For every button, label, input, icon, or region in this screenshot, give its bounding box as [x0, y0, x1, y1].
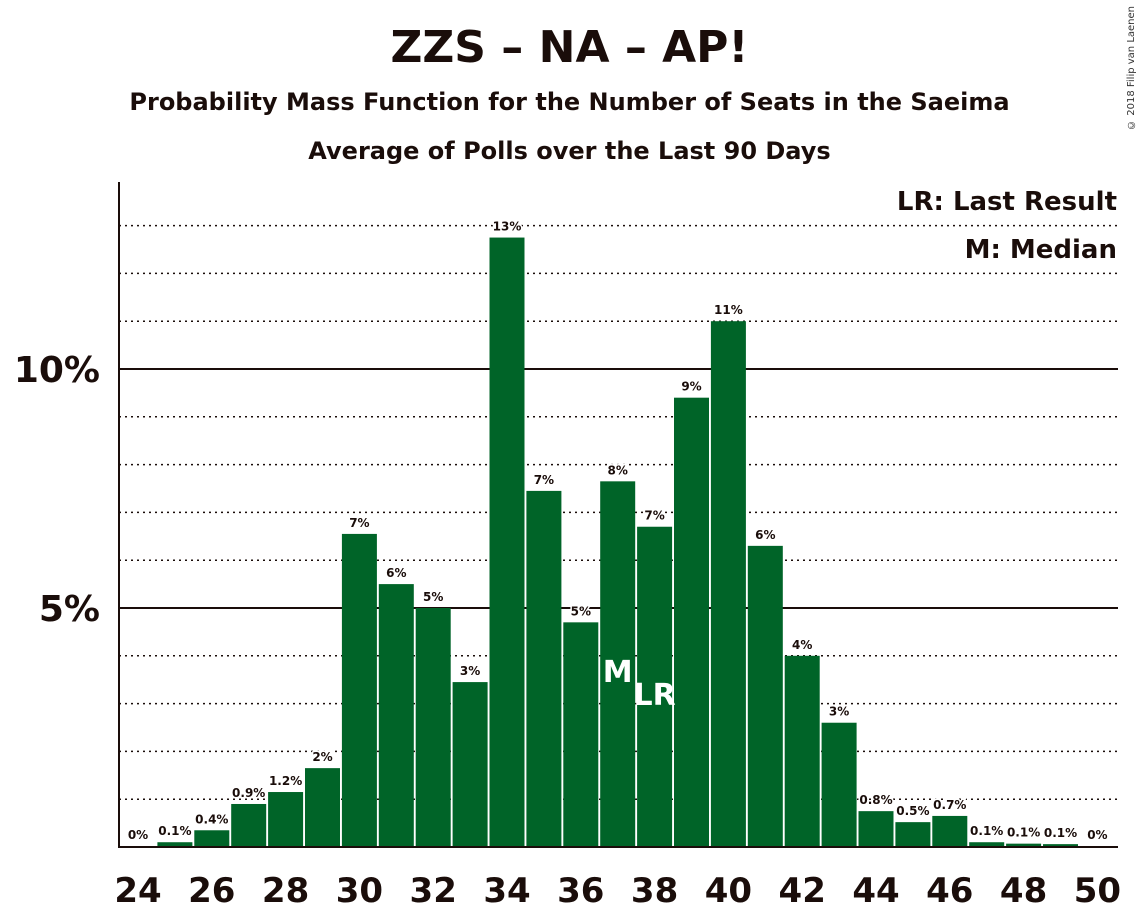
bar-value-label: 0%	[128, 828, 148, 842]
x-tick-label: 28	[262, 871, 309, 911]
bar-value-label: 1.2%	[269, 774, 302, 788]
bar-value-label: 0.5%	[896, 804, 929, 818]
bar-value-label: 2%	[312, 750, 332, 764]
chart-subtitle-2: Average of Polls over the Last 90 Days	[308, 137, 831, 165]
bar-value-label: 6%	[386, 566, 406, 580]
legend-last-result: LR: Last Result	[897, 187, 1117, 217]
x-tick-label: 36	[557, 871, 604, 911]
chart-title: ZZS – NA – AP!	[390, 22, 749, 73]
bar-value-label: 11%	[714, 303, 743, 317]
bar-seat-34	[489, 237, 525, 848]
bar-value-label: 0.1%	[1007, 826, 1040, 840]
x-tick-label: 44	[852, 871, 899, 911]
x-tick-label: 30	[336, 871, 383, 911]
bar-value-label: 13%	[493, 220, 522, 234]
bar-value-label: 5%	[571, 604, 591, 618]
bar-seat-42	[784, 655, 820, 847]
chart-subtitle: Probability Mass Function for the Number…	[129, 88, 1010, 116]
bar-seat-38	[637, 526, 673, 847]
bar-value-label: 0.4%	[195, 812, 228, 826]
bar-seat-37	[600, 481, 636, 847]
bar-value-label: 7%	[349, 516, 369, 530]
x-tick-label: 38	[631, 871, 678, 911]
bar-value-label: 0%	[1087, 828, 1107, 842]
bar-value-label: 3%	[460, 664, 480, 678]
y-tick-label: 10%	[14, 350, 100, 391]
bar-seat-30	[341, 533, 377, 847]
bar-seat-29	[305, 768, 340, 847]
bar-seat-46	[932, 815, 968, 847]
bar-seat-32	[415, 608, 451, 847]
median-marker: M	[603, 655, 633, 690]
bar-value-label: 6%	[755, 528, 775, 542]
bar-seat-45	[895, 822, 931, 847]
bar-seat-35	[526, 490, 562, 847]
x-tick-label: 46	[926, 871, 973, 911]
bar-value-label: 0.9%	[232, 786, 265, 800]
bar-value-label: 7%	[534, 473, 554, 487]
bar-seat-44	[858, 811, 894, 847]
bar-seat-43	[821, 722, 857, 847]
bar-value-label: 0.1%	[1044, 826, 1077, 840]
bar-seat-25	[157, 842, 193, 847]
bar-seat-36	[563, 622, 599, 847]
bar-value-label: 5%	[423, 590, 443, 604]
bar-value-label: 0.1%	[158, 824, 191, 838]
bar-seat-33	[452, 682, 488, 847]
x-tick-label: 40	[705, 871, 752, 911]
last-result-marker: LR	[633, 678, 675, 713]
bar-value-label: 0.8%	[859, 793, 892, 807]
bar-seat-39	[674, 397, 709, 847]
bar-value-label: 0.1%	[970, 824, 1003, 838]
bar-value-label: 7%	[644, 509, 664, 523]
x-tick-label: 48	[1000, 871, 1047, 911]
x-tick-label: 24	[114, 871, 161, 911]
bar-seat-49	[1043, 844, 1078, 847]
bar-seat-31	[378, 584, 414, 847]
bar-seat-26	[194, 830, 230, 847]
bar-seat-48	[1006, 843, 1042, 847]
x-tick-label: 50	[1074, 871, 1121, 911]
x-tick-label: 42	[779, 871, 826, 911]
bar-seat-28	[268, 792, 304, 847]
bar-value-label: 4%	[792, 638, 812, 652]
x-tick-label: 32	[410, 871, 457, 911]
bar-value-label: 9%	[681, 380, 701, 394]
x-tick-label: 26	[188, 871, 235, 911]
bar-value-label: 8%	[608, 463, 628, 477]
x-tick-label: 34	[483, 871, 530, 911]
bar-value-label: 3%	[829, 705, 849, 719]
bar-seat-27	[231, 803, 267, 847]
bar-value-label: 0.7%	[933, 798, 966, 812]
y-tick-label: 5%	[39, 589, 100, 630]
bar-seat-47	[969, 842, 1005, 847]
bar-seat-41	[747, 545, 783, 847]
legend-median: M: Median	[965, 235, 1117, 265]
bar-seat-40	[710, 321, 746, 847]
